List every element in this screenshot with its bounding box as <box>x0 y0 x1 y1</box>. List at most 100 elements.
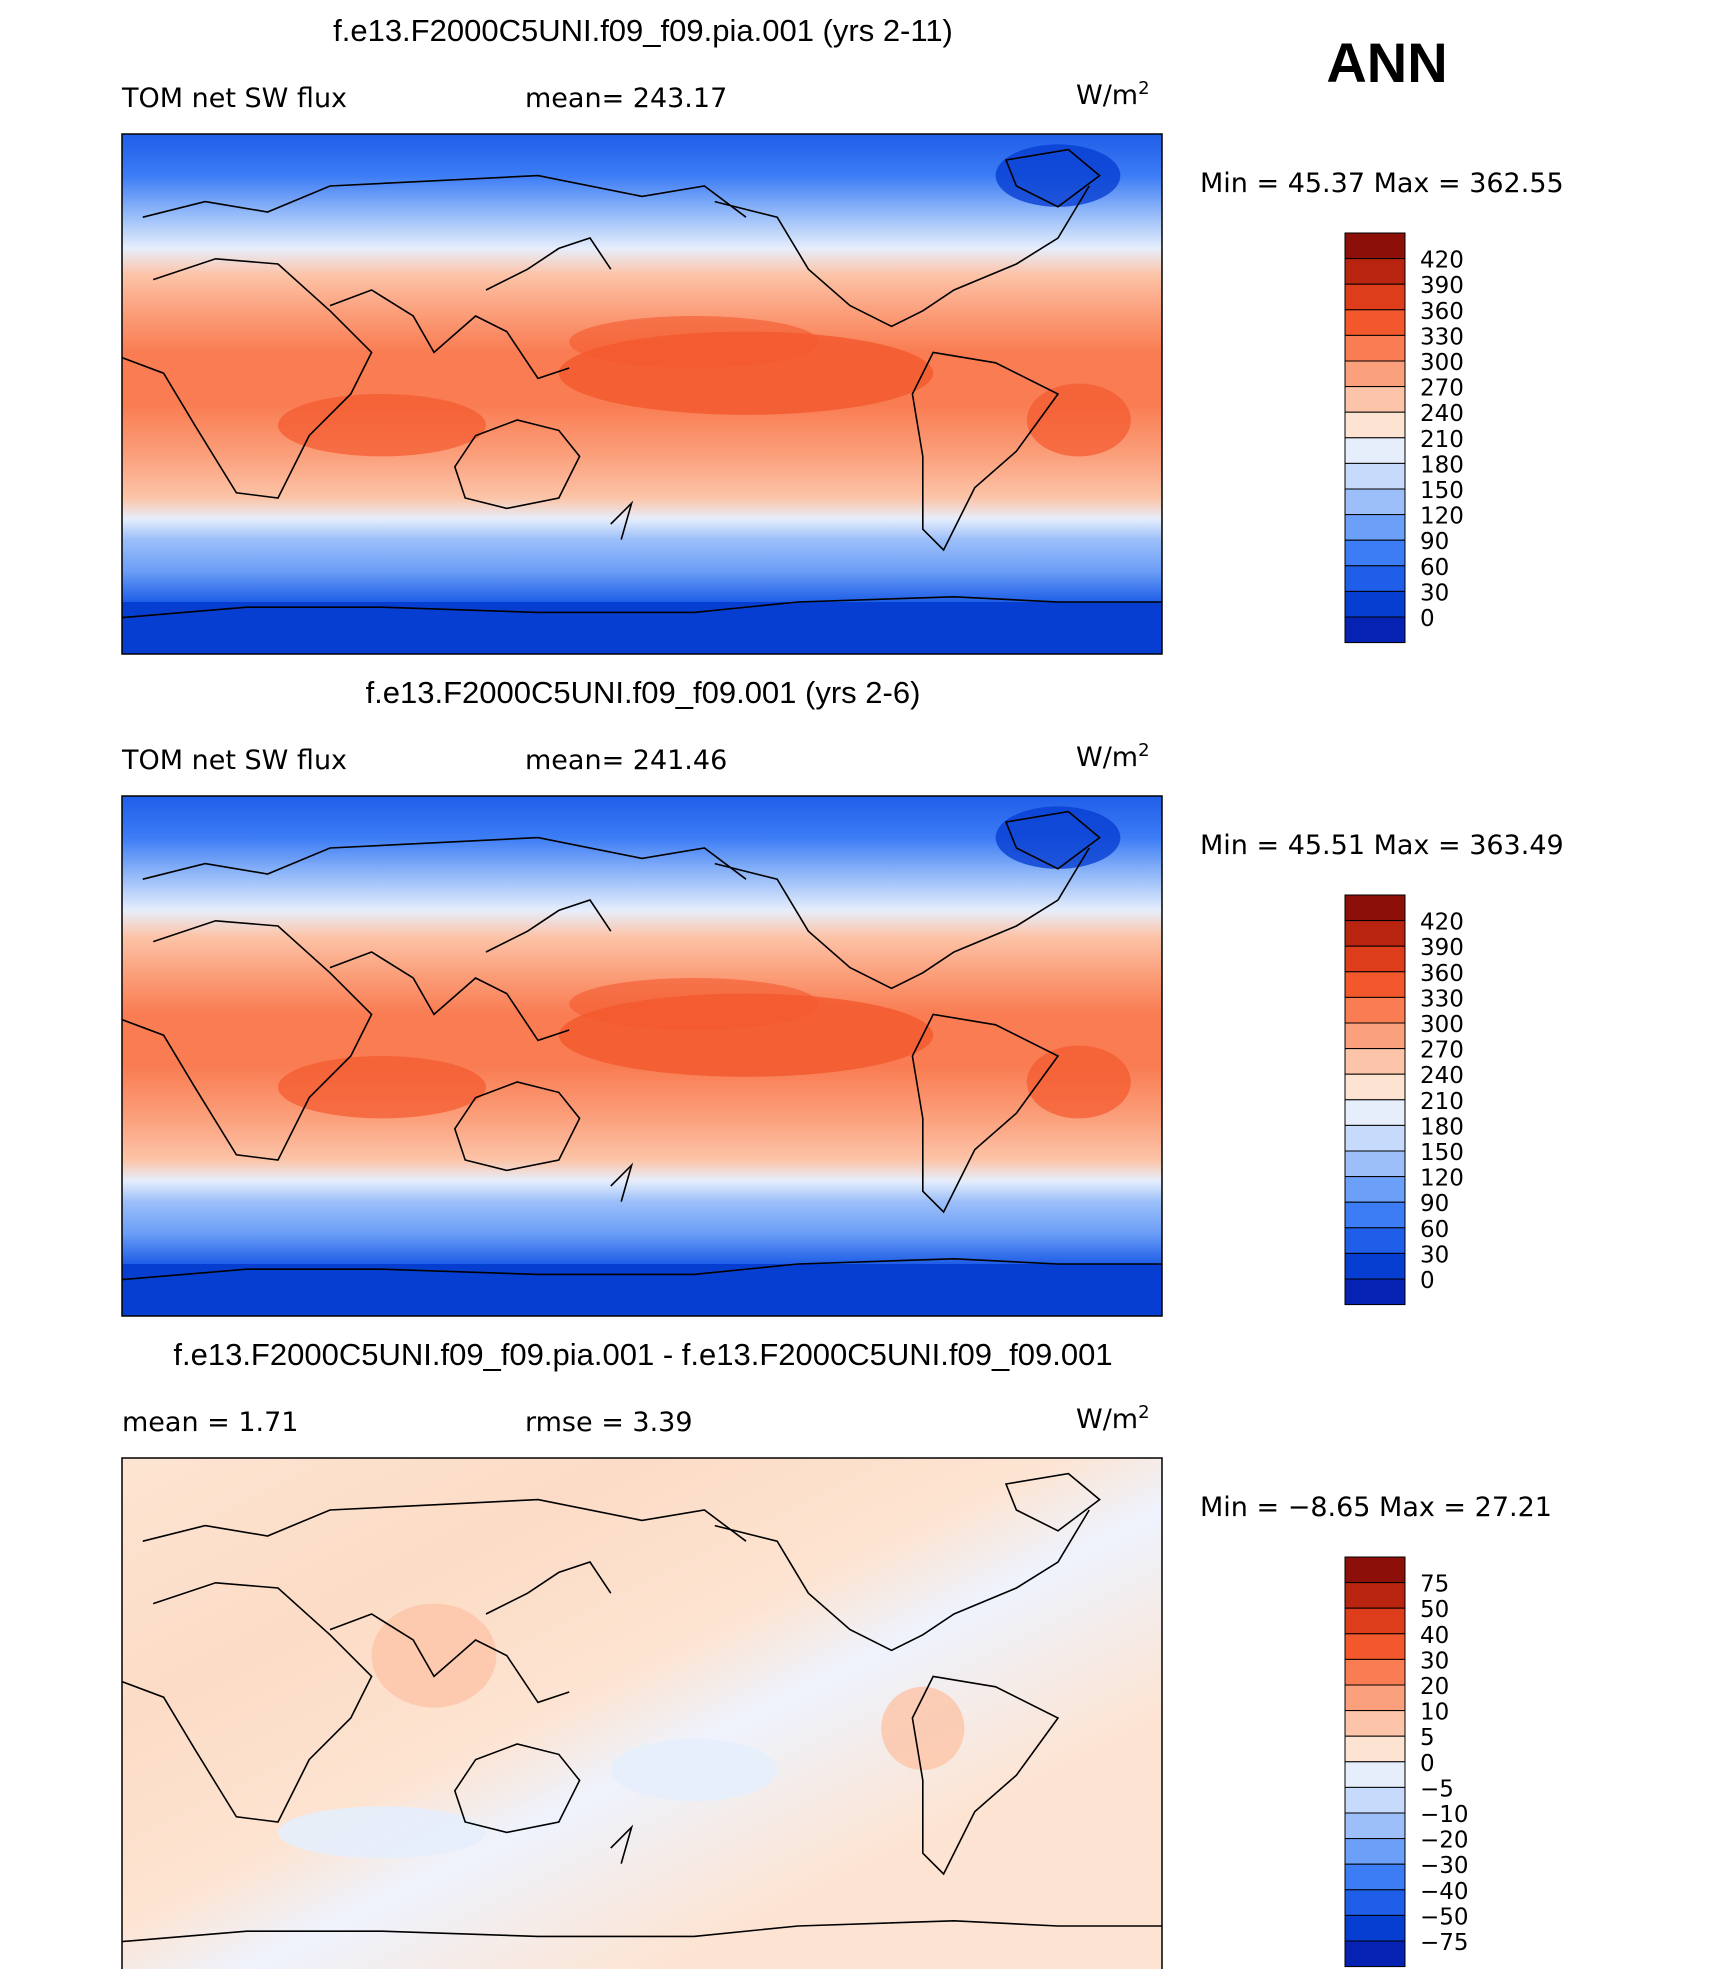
colorbar-tick-label: 330 <box>1420 986 1464 1012</box>
colorbar-swatch <box>1344 1124 1406 1152</box>
units-label: W/m2 <box>1076 1402 1150 1435</box>
min-value: 45.37 <box>1288 168 1374 199</box>
colorbar-swatch <box>1344 1278 1406 1306</box>
colorbar-tick-label: 420 <box>1420 910 1464 936</box>
colorbar-tick-label: 420 <box>1420 248 1464 274</box>
colorbar-swatch <box>1344 590 1406 618</box>
colorbar-tick-label: 120 <box>1420 504 1464 530</box>
map-field <box>122 134 1162 654</box>
colorbar-swatch <box>1344 1761 1406 1788</box>
panel-3: f.e13.F2000C5UNI.f09_f09.pia.001 - f.e13… <box>121 1337 1552 1969</box>
panel-title: f.e13.F2000C5UNI.f09_f09.001 (yrs 2-6) <box>366 675 921 710</box>
colorbar-tick-label: 390 <box>1420 273 1464 299</box>
colorbar-tick-label: 300 <box>1420 350 1464 376</box>
colorbar-swatch <box>1344 437 1406 464</box>
colorbar-swatch <box>1344 411 1406 439</box>
colorbar-swatch <box>1344 1048 1406 1075</box>
colorbar-swatch <box>1344 283 1406 311</box>
colorbar-swatch <box>1344 488 1406 516</box>
colorbar-swatch <box>1344 1684 1406 1712</box>
panel-left-label: TOM net SW flux <box>121 83 347 114</box>
colorbar-swatch <box>1344 1150 1406 1178</box>
min-max-label: Min = 45.51 Max = 363.49 <box>1200 830 1564 861</box>
colorbar-tick-label: −40 <box>1420 1879 1469 1905</box>
colorbar-tick-label: 180 <box>1420 452 1464 478</box>
colorbar-swatch <box>1344 1099 1406 1126</box>
colorbar-tick-label: 40 <box>1420 1623 1449 1649</box>
colorbar-tick-label: −10 <box>1420 1802 1469 1828</box>
colorbar-tick-label: −5 <box>1420 1776 1454 1802</box>
colorbar-tick-label: 120 <box>1420 1166 1464 1192</box>
map-frame <box>121 795 1163 1317</box>
colorbar-tick-label: −30 <box>1420 1853 1469 1879</box>
panel-stat-label: mean= 243.17 <box>525 83 727 114</box>
min-value: 45.51 <box>1288 830 1374 861</box>
panel-stat-label: rmse = 3.39 <box>525 1407 693 1438</box>
colorbar-tick-label: 210 <box>1420 1089 1464 1115</box>
colorbar-swatch <box>1344 565 1406 592</box>
colorbar-tick-label: 50 <box>1420 1597 1449 1623</box>
colorbar-tick-label: 360 <box>1420 299 1464 325</box>
panel-stat-label: mean= 241.46 <box>525 745 727 776</box>
colorbar-tick-label: 90 <box>1420 1191 1449 1217</box>
colorbar-tick-label: 270 <box>1420 1038 1464 1064</box>
colorbar-tick-label: 75 <box>1420 1572 1449 1598</box>
colorbar-swatch <box>1344 1658 1406 1686</box>
colorbar-swatch <box>1344 1582 1406 1609</box>
colorbar-swatch <box>1344 894 1406 922</box>
coastlines <box>121 810 1162 1281</box>
colorbar-swatch <box>1344 1812 1406 1840</box>
colorbar-tick-label: 240 <box>1420 401 1464 427</box>
colorbar-swatch <box>1344 309 1406 336</box>
colorbar-swatch <box>1344 616 1406 644</box>
panel-title: f.e13.F2000C5UNI.f09_f09.pia.001 (yrs 2-… <box>333 13 953 48</box>
panel-left-label: TOM net SW flux <box>121 745 347 776</box>
panel-left-label: mean = 1.71 <box>122 1407 298 1438</box>
colorbar-tick-label: 270 <box>1420 376 1464 402</box>
colorbar-swatch <box>1344 1863 1406 1891</box>
min-max-label: Min = −8.65 Max = 27.21 <box>1200 1492 1552 1523</box>
colorbar-tick-label: 30 <box>1420 1648 1449 1674</box>
colorbar-swatch <box>1344 1838 1406 1865</box>
map-frame <box>121 133 1163 655</box>
colorbar-swatch <box>1344 1227 1406 1254</box>
colorbar-tick-label: 0 <box>1420 1751 1435 1777</box>
colorbar-tick-label: 20 <box>1420 1674 1449 1700</box>
units-label: W/m2 <box>1076 740 1150 773</box>
colorbar-swatch <box>1344 1710 1406 1737</box>
colorbar-tick-label: 0 <box>1420 606 1435 632</box>
max-value: 362.55 <box>1469 168 1563 199</box>
colorbar-swatch <box>1344 945 1406 973</box>
colorbar-tick-label: 90 <box>1420 529 1449 555</box>
colorbar-tick-label: 300 <box>1420 1012 1464 1038</box>
colorbar-swatch <box>1344 971 1406 998</box>
min-max-label: Min = 45.37 Max = 362.55 <box>1200 168 1564 199</box>
colorbar-swatch <box>1344 386 1406 413</box>
colorbar-swatch <box>1344 1556 1406 1584</box>
colorbar-tick-label: 210 <box>1420 427 1464 453</box>
colorbar-tick-label: −75 <box>1420 1930 1469 1956</box>
colorbar-swatch <box>1344 360 1406 388</box>
max-value: 363.49 <box>1469 830 1563 861</box>
colorbar-tick-label: 360 <box>1420 961 1464 987</box>
colorbar-swatch <box>1344 1607 1406 1635</box>
colorbar-swatch <box>1344 1633 1406 1660</box>
map-field <box>122 796 1162 1316</box>
colorbar-tick-label: −20 <box>1420 1828 1469 1854</box>
colorbar-swatch <box>1344 1914 1406 1942</box>
panel-1: f.e13.F2000C5UNI.f09_f09.pia.001 (yrs 2-… <box>121 13 1564 655</box>
map-frame <box>121 1457 1163 1969</box>
colorbar-tick-label: 330 <box>1420 324 1464 350</box>
colorbar-swatch <box>1344 1201 1406 1229</box>
colorbar-swatch <box>1344 514 1406 541</box>
min-value: −8.65 <box>1288 1492 1379 1523</box>
colorbar-swatch <box>1344 996 1406 1024</box>
colorbar-tick-label: 150 <box>1420 1140 1464 1166</box>
panel-title: f.e13.F2000C5UNI.f09_f09.pia.001 - f.e13… <box>173 1337 1112 1372</box>
colorbar-swatch <box>1344 1735 1406 1763</box>
colorbar-swatch <box>1344 1252 1406 1280</box>
colorbar-tick-label: 180 <box>1420 1114 1464 1140</box>
colorbar-tick-label: 5 <box>1420 1725 1435 1751</box>
